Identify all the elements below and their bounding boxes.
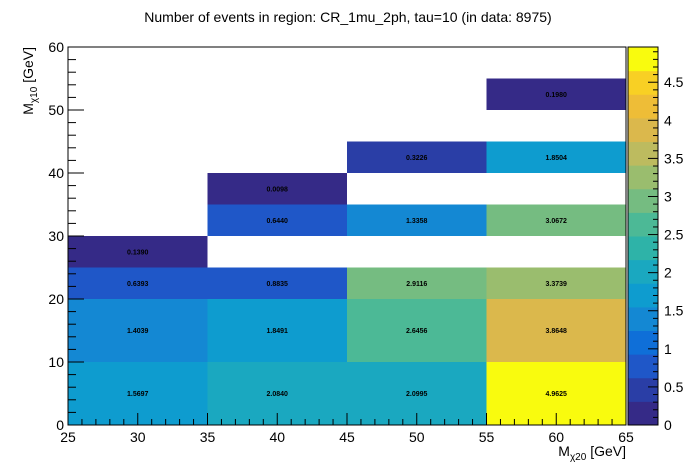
color-scale-tick-label: 4.5 [664,74,684,90]
x-tick-label: 30 [130,429,146,445]
color-scale-segment [628,401,658,426]
x-axis-label-main: M [558,443,570,459]
cell-value-label: 0.8835 [267,281,289,288]
color-scale-bar: 0 0.5 1 1.5 2 2.5 3 3.5 4 4.5 [627,46,684,433]
cell-value-label: 0.6440 [267,218,289,225]
heatmap-cell [207,173,347,205]
heatmap-cell [68,236,208,268]
heatmap-cell [347,267,487,299]
y-axis-label-main: M [20,103,36,115]
color-scale-segment [628,330,658,355]
color-scale-segment [628,94,658,119]
x-axis: 25 30 35 40 45 50 55 60 65 [60,413,634,445]
x-tick-label: 40 [269,429,285,445]
heatmap-cell [207,204,347,236]
x-tick-label: 50 [409,429,425,445]
cell-value-label: 1.8504 [546,155,568,162]
heatmap-cell-labels: 1.5697 2.0840 2.0995 4.9625 1.4039 1.8491 2.64… [127,92,567,398]
cell-value-label: 0.6393 [127,281,149,288]
color-scale-tick-label: 1 [664,341,672,357]
cell-value-label: 2.6456 [406,328,428,335]
color-scale-segment [628,188,658,213]
cell-value-label: 1.5697 [127,391,149,398]
cell-value-label: 1.8491 [267,328,289,335]
heatmap-cell [486,299,626,362]
heatmap-cell [486,267,626,299]
cell-value-label: 0.3226 [406,155,428,162]
cell-value-label: 1.3358 [406,218,428,225]
color-scale-segment [628,212,658,237]
color-scale-segment [628,117,658,142]
cell-value-label: 3.8648 [546,328,568,335]
color-scale-tick-label: 2.5 [664,227,684,243]
y-axis: 0 10 20 30 40 50 60 [48,39,84,433]
y-tick-label: 10 [48,354,64,370]
y-tick-label: 40 [48,165,64,181]
heatmap-cell [68,267,208,299]
x-axis-label-sub: χ20 [570,452,587,463]
y-tick-label: 30 [48,228,64,244]
x-tick-label: 55 [479,429,495,445]
chart-title: Number of events in region: CR_1mu_2ph, … [144,9,551,25]
color-scale-tick-label: 4 [664,112,672,128]
y-axis-label: Mχ10 [GeV] [20,47,40,115]
heatmap-cell [68,299,208,362]
color-scale-frame [627,46,659,426]
heatmap-cell [347,299,487,362]
color-scale-tick-label: 2 [664,265,672,281]
heatmap-cell [207,299,347,362]
heatmap-cell [207,267,347,299]
cell-value-label: 2.0840 [267,391,289,398]
x-axis-label-unit: [GeV] [586,443,626,459]
x-tick-label: 35 [200,429,216,445]
color-scale-tick-label: 3.5 [664,150,684,166]
y-tick-label: 50 [48,102,64,118]
heatmap-cell [347,141,487,173]
cell-value-label: 2.0995 [406,391,428,398]
color-scale-segment [628,377,658,402]
heatmap-cell [486,141,626,173]
cell-value-label: 0.1980 [546,92,568,99]
cell-value-label: 3.0672 [546,218,568,225]
color-scale-segment [628,141,658,166]
color-scale-tick-label: 0 [664,417,672,433]
x-tick-label: 65 [618,429,634,445]
x-tick-label: 25 [60,429,76,445]
color-scale-segment [628,354,658,379]
cell-value-label: 4.9625 [546,391,568,398]
x-tick-label: 60 [548,429,564,445]
y-axis-label-sub: χ10 [29,86,40,103]
heatmap-cell [486,204,626,236]
y-tick-label: 0 [56,417,64,433]
y-tick-label: 20 [48,291,64,307]
color-scale-tick-label: 0.5 [664,379,684,395]
color-scale-tick-label: 3 [664,188,672,204]
x-axis-label: Mχ20 [GeV] [558,443,626,463]
cell-value-label: 0.1390 [127,249,149,256]
cell-value-label: 2.9116 [406,281,427,288]
x-tick-label: 45 [339,429,355,445]
y-axis-label-unit: [GeV] [20,47,36,87]
heatmap-cell [347,204,487,236]
color-scale-tick-label: 1.5 [664,303,684,319]
cell-value-label: 3.3739 [546,281,568,288]
color-scale-segment [628,259,658,284]
heatmap-cell [486,78,626,110]
color-scale-segment [628,236,658,261]
cell-value-label: 1.4039 [127,328,149,335]
y-tick-label: 60 [48,39,64,55]
color-scale-segment [628,165,658,190]
cell-value-label: 0.0098 [267,186,289,193]
